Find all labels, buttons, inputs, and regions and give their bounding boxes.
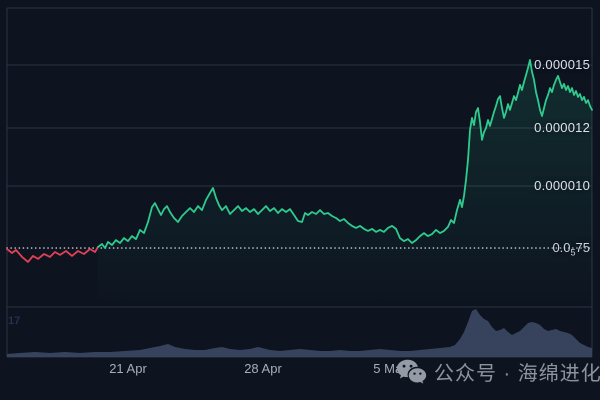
reference-price-label: 0.0575 [552, 240, 590, 258]
price-up-line [97, 59, 593, 249]
x-axis-label: 21 Apr [109, 361, 147, 376]
faint-left-label: 17 [8, 315, 21, 327]
x-axis-label: 28 Apr [244, 361, 282, 376]
price-down-line [6, 246, 99, 263]
volume-bars [7, 309, 592, 357]
y-axis-label: 0.000012 [534, 120, 590, 135]
watermark: 公众号 · 海绵进化论 [396, 357, 600, 386]
price-area-fill [98, 60, 592, 307]
y-axis-label: 0.000010 [534, 178, 590, 193]
watermark-text: 公众号 · 海绵进化论 [434, 363, 600, 385]
y-axis-label: 0.000015 [534, 57, 590, 72]
price-lines [6, 59, 593, 263]
wechat-icon [396, 359, 427, 384]
